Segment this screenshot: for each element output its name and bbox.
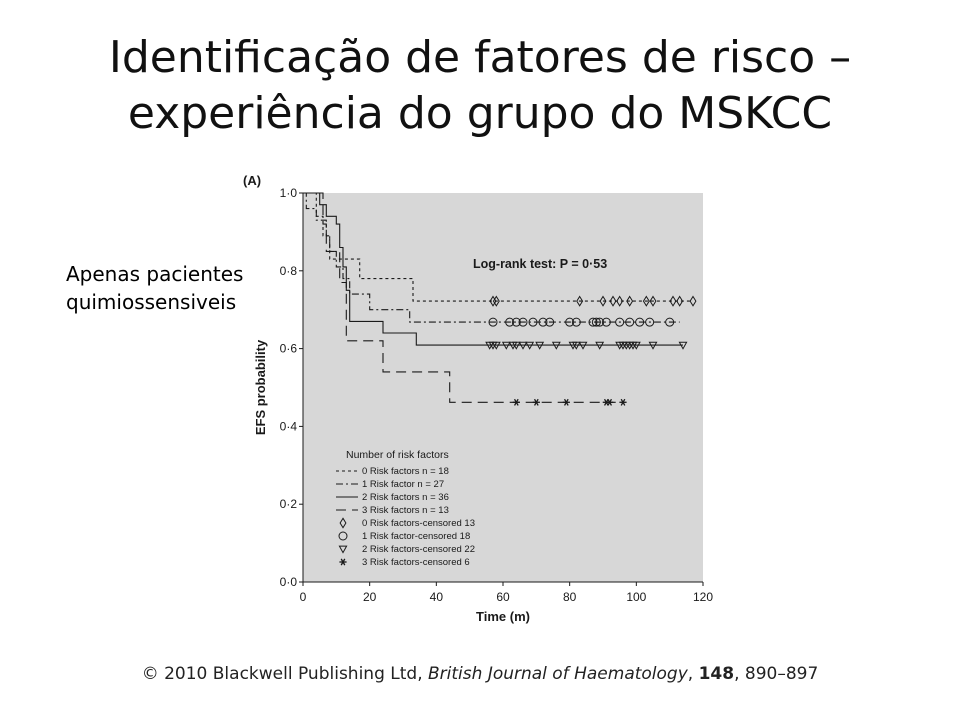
censor-mark-1-12	[601, 317, 611, 327]
citation: © 2010 Blackwell Publishing Ltd, British…	[0, 664, 960, 684]
y-tick-label-0: 0·0	[280, 575, 298, 589]
log-rank-annotation: Log-rank test: P = 0·53	[473, 257, 607, 271]
censor-mark-3-0	[512, 398, 520, 406]
x-tick-label-1: 20	[363, 590, 377, 604]
censor-mark-1-3	[518, 317, 528, 327]
series-line-2	[303, 192, 683, 346]
censor-mark-0-5	[616, 295, 624, 307]
censor-mark-1-4	[528, 317, 538, 327]
legend-label-2: 2 Risk factors n = 36	[362, 492, 449, 503]
censor-mark-0-10	[676, 295, 684, 307]
y-tick-label-2: 0·4	[280, 419, 298, 433]
censor-mark-1-13	[615, 317, 625, 327]
citation-journal: British Journal of Haematology	[428, 664, 688, 684]
x-axis-label: Time (m)	[476, 609, 530, 624]
censor-mark-2-5	[511, 341, 521, 350]
citation-pages: , 890–897	[734, 664, 819, 684]
slide-title: Identificação de fatores de risco – expe…	[0, 30, 960, 142]
crop-mask	[230, 636, 730, 642]
side-note: Apenas pacientes quimiossensiveis	[66, 260, 243, 316]
legend-marker-3	[339, 558, 347, 566]
legend-marker-1	[338, 531, 348, 541]
x-tick-label-0: 0	[300, 590, 307, 604]
legend-marker-0	[339, 517, 347, 529]
censor-mark-1-11	[595, 317, 605, 327]
citation-sep: ,	[687, 664, 699, 684]
censor-mark-0-11	[689, 295, 697, 307]
y-tick-label-5: 1·0	[280, 186, 298, 200]
legend-marker-2	[338, 545, 348, 554]
censor-mark-2-9	[551, 341, 561, 350]
legend-censored-label-0: 0 Risk factors-censored 13	[362, 518, 475, 529]
censor-mark-2-19	[631, 341, 641, 350]
censor-mark-1-5	[538, 317, 548, 327]
censor-mark-0-2	[576, 295, 584, 307]
legend-label-1: 1 Risk factor n = 27	[362, 479, 444, 490]
censor-mark-0-6	[626, 295, 634, 307]
side-note-line-2: quimiossensiveis	[66, 290, 237, 314]
legend-censored-label-3: 3 Risk factors-censored 6	[362, 557, 470, 568]
series-line-1	[303, 192, 680, 323]
censor-mark-0-9	[669, 295, 677, 307]
censor-mark-2-20	[648, 341, 658, 350]
x-tick-label-6: 120	[693, 590, 713, 604]
x-tick-label-2: 40	[430, 590, 444, 604]
censor-mark-0-1	[492, 295, 500, 307]
censor-mark-1-1	[505, 317, 515, 327]
censor-mark-1-6	[545, 317, 555, 327]
censor-mark-2-7	[525, 341, 535, 350]
censor-mark-2-3	[501, 341, 511, 350]
citation-prefix: © 2010 Blackwell Publishing Ltd,	[141, 664, 429, 684]
censor-mark-1-16	[645, 317, 655, 327]
censor-mark-3-4	[606, 398, 614, 406]
censor-mark-3-5	[619, 398, 627, 406]
censor-mark-1-2	[511, 317, 521, 327]
legend-title: Number of risk factors	[346, 449, 449, 461]
side-note-line-1: Apenas pacientes	[66, 262, 244, 286]
y-tick-label-1: 0·2	[280, 497, 298, 511]
x-tick-label-3: 60	[496, 590, 510, 604]
y-tick-label-4: 0·8	[280, 264, 298, 278]
censor-mark-0-4	[609, 295, 617, 307]
km-chart: 0 20 40 60 80 100 120 0·0 0·2 0·4 0·6 0·8 1·0 (A) Time…	[243, 173, 713, 624]
censor-mark-1-14	[625, 317, 635, 327]
censor-mark-2-2	[491, 341, 501, 350]
censor-mark-1-10	[591, 317, 601, 327]
censor-mark-2-11	[571, 341, 581, 350]
censor-mark-2-21	[678, 341, 688, 350]
legend-label-0: 0 Risk factors n = 18	[362, 466, 449, 477]
censor-mark-0-3	[599, 295, 607, 307]
censor-mark-3-1	[532, 398, 540, 406]
y-axis-label: EFS probability	[253, 339, 268, 435]
x-tick-label-5: 100	[626, 590, 646, 604]
slide-title-line-1: Identificação de fatores de risco –	[108, 32, 852, 83]
censor-mark-1-9	[588, 317, 598, 327]
legend-censored-label-2: 2 Risk factors-censored 22	[362, 544, 475, 555]
legend-label-3: 3 Risk factors n = 13	[362, 505, 449, 516]
slide-title-line-2: experiência do grupo do MSKCC	[127, 88, 833, 139]
x-tick-label-4: 80	[563, 590, 577, 604]
censor-mark-1-0	[488, 317, 498, 327]
censor-mark-1-7	[565, 317, 575, 327]
censor-mark-2-6	[518, 341, 528, 350]
censor-mark-1-15	[635, 317, 645, 327]
censor-mark-3-2	[562, 398, 570, 406]
censor-mark-2-13	[595, 341, 605, 350]
plot-area	[303, 193, 703, 582]
censor-mark-2-8	[535, 341, 545, 350]
panel-label: (A)	[243, 173, 261, 188]
censor-mark-1-17	[665, 317, 675, 327]
citation-volume: 148	[698, 664, 735, 684]
censor-mark-0-7	[642, 295, 650, 307]
series-line-3	[303, 192, 623, 403]
legend-censored-label-1: 1 Risk factor-censored 18	[362, 531, 470, 542]
censor-mark-0-8	[649, 295, 657, 307]
censor-mark-2-12	[578, 341, 588, 350]
y-tick-label-3: 0·6	[280, 342, 298, 356]
censor-mark-1-8	[571, 317, 581, 327]
